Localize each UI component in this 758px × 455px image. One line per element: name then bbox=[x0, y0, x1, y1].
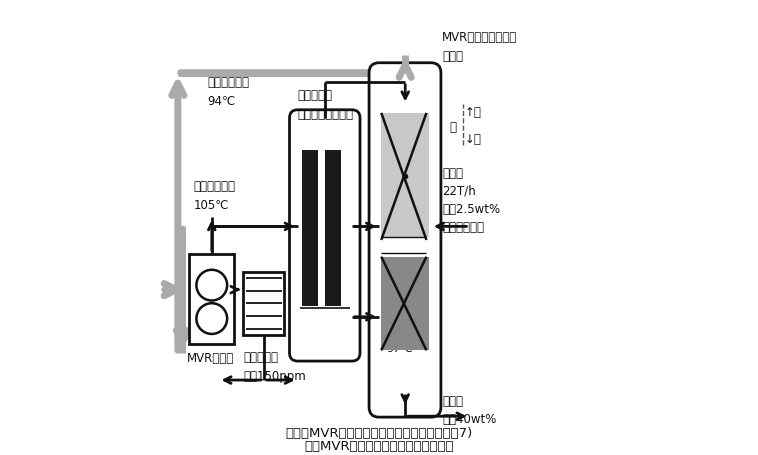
Bar bbox=[381, 257, 429, 350]
Bar bbox=[381, 355, 429, 405]
Text: ↓気: ↓気 bbox=[465, 132, 482, 146]
Text: 液: 液 bbox=[449, 121, 456, 134]
Text: 図２　MVR型蒸留塔付き蒸発濃縮装置の例　7): 図２ MVR型蒸留塔付き蒸発濃縮装置の例 7) bbox=[285, 425, 473, 439]
Bar bbox=[299, 307, 350, 352]
FancyBboxPatch shape bbox=[290, 111, 360, 361]
Text: 供給液
22T/h
溶剤2.5wt%
（樹脂微量）: 供給液 22T/h 溶剤2.5wt% （樹脂微量） bbox=[442, 167, 500, 233]
Bar bbox=[243, 272, 284, 335]
Text: MVR圧縮機: MVR圧縮機 bbox=[187, 351, 235, 364]
Bar bbox=[381, 237, 429, 254]
Text: （　MVR型ハイブリッド蒸留装置　）: （ MVR型ハイブリッド蒸留装置 ） bbox=[304, 439, 454, 452]
FancyBboxPatch shape bbox=[369, 64, 441, 417]
Bar bbox=[302, 150, 318, 313]
Text: 塔底
温度
97℃: 塔底 温度 97℃ bbox=[386, 317, 412, 353]
Text: MVR型ハイブリッド
蒸留塔: MVR型ハイブリッド 蒸留塔 bbox=[442, 30, 518, 62]
Circle shape bbox=[196, 270, 227, 301]
Text: 濃縮液
溶剤40wt%: 濃縮液 溶剤40wt% bbox=[442, 394, 496, 425]
Circle shape bbox=[196, 303, 227, 334]
Text: 圧縮ベーパー
105℃: 圧縮ベーパー 105℃ bbox=[194, 179, 236, 211]
Bar bbox=[381, 114, 429, 240]
Text: 凝縮ドレン
溶剤150ppm: 凝縮ドレン 溶剤150ppm bbox=[243, 351, 306, 383]
Text: 蒸発ベーパー
94℃: 蒸発ベーパー 94℃ bbox=[207, 76, 249, 107]
Bar bbox=[190, 254, 234, 344]
Text: リボイラー
（間接熱交換器）: リボイラー （間接熱交換器） bbox=[298, 89, 354, 121]
Text: ↑蒸: ↑蒸 bbox=[465, 106, 482, 118]
Bar bbox=[324, 150, 341, 313]
